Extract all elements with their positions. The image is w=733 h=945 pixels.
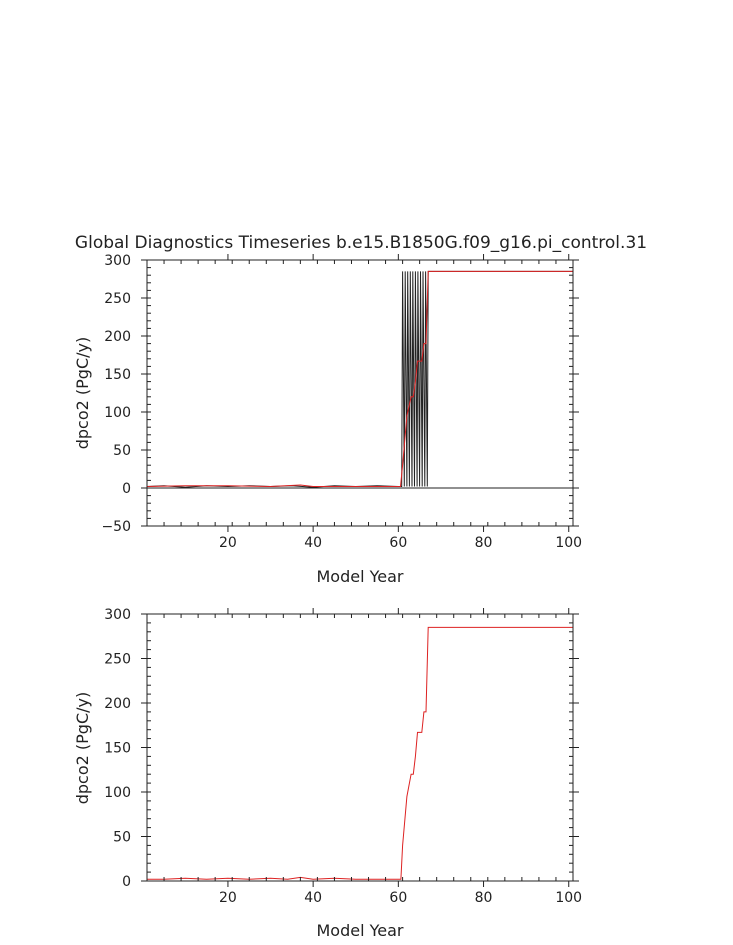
x-tick-label: 100 [555,890,582,906]
x-tick-label: 40 [304,890,322,906]
panel-1-series [146,270,573,488]
y-tick-label: 300 [104,253,131,269]
x-tick-label: 60 [389,535,407,551]
chart-2-xlabel: Model Year [317,921,404,940]
y-tick-label: 100 [104,785,131,801]
panel-1: Global Diagnostics Timeseries b.e15.B185… [73,233,647,586]
y-tick-label: 250 [104,652,131,668]
chart-1-ylabel: dpco2 (PgC/y) [73,337,92,449]
chart-1-title: Global Diagnostics Timeseries b.e15.B185… [75,233,647,253]
panel-2: 20 40 60 80 100 0 50 100 150 200 250 300 Model Year… [73,607,582,940]
panel-2-ticks: 20 40 60 80 100 0 50 100 150 200 250 300 [104,607,582,906]
y-tick-label: −50 [101,519,131,535]
x-tick-label: 20 [219,535,237,551]
x-tick-label: 60 [389,890,407,906]
panel-2-frame [146,613,574,882]
chart-2-ylabel: dpco2 (PgC/y) [73,692,92,804]
panel-2-series [147,626,573,880]
panel-1-ticks: 20 40 60 80 100 −50 0 50 100 150 200 250 300 [101,253,582,551]
series-line-monthly [146,270,573,488]
y-tick-label: 150 [104,367,131,383]
x-tick-label: 100 [555,535,582,551]
y-tick-label: 250 [104,291,131,307]
x-tick-label: 80 [475,890,493,906]
panel-1-frame [146,259,574,527]
x-tick-label: 20 [219,890,237,906]
series-line-annual [147,626,573,880]
chart-1-xlabel: Model Year [317,567,404,586]
y-tick-label: 0 [122,481,131,497]
x-tick-label: 80 [475,535,493,551]
x-tick-label: 40 [304,535,322,551]
y-tick-label: 100 [104,405,131,421]
y-tick-label: 50 [113,830,131,846]
y-tick-label: 300 [104,607,131,623]
y-tick-label: 200 [104,329,131,345]
series-line-annual [146,270,573,488]
y-tick-label: 200 [104,696,131,712]
y-tick-label: 0 [122,874,131,890]
y-tick-label: 50 [113,443,131,459]
y-tick-label: 150 [104,741,131,757]
